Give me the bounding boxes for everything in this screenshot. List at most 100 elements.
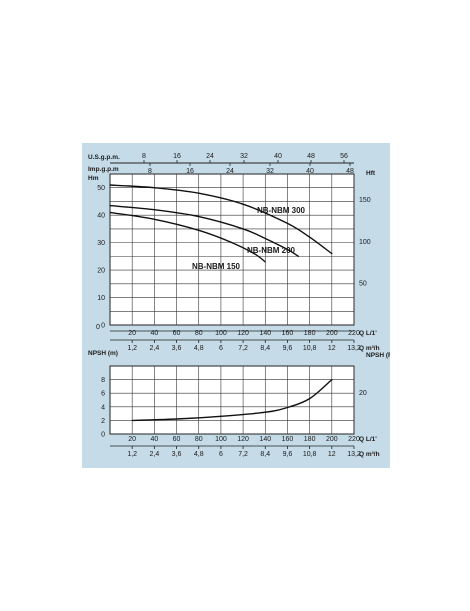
head-ft-tick-label: 50: [359, 281, 367, 288]
npsh-m3h-tick-label: 9,6: [283, 451, 293, 458]
npsh-m3h-tick-label: 4,8: [194, 451, 204, 458]
head-m-tick-label: 40: [97, 213, 105, 220]
curve-point: [198, 229, 200, 231]
chart-panel: U.S.g.p.m. Imp.g.p.m 8 16 24 32 40 48 56 8 16 24 32 4…: [82, 143, 390, 468]
curve-point: [264, 237, 266, 240]
npsh-m3h-axis-label: Q m³/h: [359, 451, 380, 458]
npsh-m3h-tick-label: 2,4: [149, 451, 159, 458]
imp-gpm-tick-label: 24: [226, 168, 234, 175]
curve-point: [109, 204, 111, 207]
head-m3h-tick-label: 3,6: [172, 345, 182, 352]
npsh-x-tick-label: 20: [128, 436, 136, 443]
imp-gpm-axis-label: Imp.g.p.m: [88, 166, 119, 173]
imp-gpm-tick-label: 48: [346, 168, 354, 175]
curve-point: [286, 222, 289, 225]
npsh-x-tick-label: 80: [195, 436, 203, 443]
head-m-tick-label: 20: [97, 268, 105, 275]
npsh-x-tick-label: 120: [237, 436, 249, 443]
head-plot-area: [109, 173, 355, 326]
npsh-x-tick-label: 140: [259, 436, 271, 443]
head-x-tick-label: 100: [215, 330, 227, 337]
curve-point: [109, 184, 111, 186]
head-x-tick-label: 180: [304, 330, 316, 337]
curve-point: [242, 228, 244, 230]
head-m3h-tick-label: 12: [328, 345, 336, 352]
npsh-m3h-tick-label: 6: [219, 451, 223, 458]
npsh-m-axis-label: NPSH (m): [88, 350, 118, 357]
npsh-m3h-tick-label: 7,2: [238, 451, 248, 458]
curve-label-2: NB-NBM 200: [247, 246, 296, 255]
npsh-m-tick-label: 2: [101, 418, 105, 425]
curve-point: [231, 242, 233, 244]
npsh-x-tick-label: 60: [173, 436, 181, 443]
imp-gpm-tick-label: 16: [186, 168, 194, 175]
npsh-x-tick-label: 40: [150, 436, 158, 443]
npsh-x-tick-label: 220: [348, 436, 360, 443]
curve-label-3: NB-NBM 150: [192, 262, 241, 271]
npsh-x-tick-label: 100: [215, 436, 227, 443]
us-gpm-tick-label: 40: [274, 153, 282, 160]
curve-point: [309, 236, 311, 238]
imp-gpm-tick-label: 32: [266, 168, 274, 175]
npsh-m3h-tick-label: 3,6: [172, 451, 182, 458]
us-gpm-tick-label: 48: [307, 153, 315, 160]
npsh-plot-area: [109, 365, 355, 435]
head-m-tick-label: 0: [101, 323, 105, 330]
npsh-curve-point: [286, 406, 289, 409]
curve-point: [331, 253, 333, 255]
npsh-m3h-tick-label: 1,2: [127, 451, 137, 458]
head-m3h-tick-label: 8,4: [260, 345, 270, 352]
head-m3h-tick-label: 1,2: [127, 345, 137, 352]
us-gpm-tick-label: 32: [240, 153, 248, 160]
us-gpm-tick-label: 24: [206, 153, 214, 160]
curve-point: [286, 248, 289, 251]
head-x-tick-label: 120: [237, 330, 249, 337]
head-m3h-axis-label: Q m³/h: [359, 345, 380, 352]
curve-point: [153, 218, 155, 220]
npsh-x-axis-label: Q L/1': [359, 436, 377, 443]
curve-point: [297, 255, 300, 257]
head-m3h-tick-label: 7,2: [238, 345, 248, 352]
us-gpm-tick-label: 16: [173, 153, 181, 160]
curve-point: [109, 211, 111, 214]
imp-gpm-tick-label: 8: [148, 168, 152, 175]
head-m-axis-label: Hm: [88, 175, 99, 182]
npsh-m-tick-label: 4: [101, 404, 105, 411]
curve-point: [153, 187, 155, 189]
head-ft-tick-label: 100: [359, 239, 371, 246]
head-m3h-tick-label: 10,8: [303, 345, 317, 352]
npsh-m3h-tick-label: 13,2: [347, 451, 361, 458]
npsh-m3h-tick-label: 12: [328, 451, 336, 458]
npsh-m-tick-label: 6: [101, 391, 105, 398]
head-ft-axis-label: Hft: [366, 170, 376, 177]
curve-label-1: NB-NBM 300: [257, 206, 306, 215]
curve-point: [198, 192, 200, 194]
head-m-tick-label: 30: [97, 240, 105, 247]
us-gpm-tick-label: 56: [340, 153, 348, 160]
npsh-curve-point: [131, 419, 133, 421]
npsh-x-tick-label: 160: [282, 436, 294, 443]
npsh-curve-point: [220, 415, 222, 417]
head-x-tick-label: 40: [150, 330, 158, 337]
npsh-ft-axis-label: NPSH (Ft): [366, 352, 390, 359]
npsh-m-tick-label: 0: [101, 432, 105, 439]
curve-point: [242, 203, 244, 205]
npsh-m-tick-label: 8: [101, 377, 105, 384]
head-m3h-tick-label: 6: [219, 345, 223, 352]
head-x-origin-label: 0: [96, 324, 100, 331]
npsh-curve-point: [175, 418, 178, 420]
curve-point: [153, 209, 155, 211]
curve-point: [264, 261, 266, 263]
head-m3h-tick-label: 2,4: [149, 345, 159, 352]
pump-performance-chart: U.S.g.p.m.Imp.g.p.m8 16 24 32 40 48 568 16 24 32 4…: [88, 153, 390, 458]
head-x-tick-label: 220: [348, 330, 360, 337]
npsh-x-tick-label: 180: [304, 436, 316, 443]
head-m3h-tick-label: 4,8: [194, 345, 204, 352]
curve-point: [198, 215, 200, 218]
npsh-ft-tick-label: 20: [359, 390, 367, 397]
head-m3h-tick-label: 13,2: [347, 345, 361, 352]
curve-point: [253, 253, 255, 255]
head-x-tick-label: 200: [326, 330, 338, 337]
npsh-curve-point: [264, 411, 266, 413]
head-m-tick-label: 50: [97, 185, 105, 192]
